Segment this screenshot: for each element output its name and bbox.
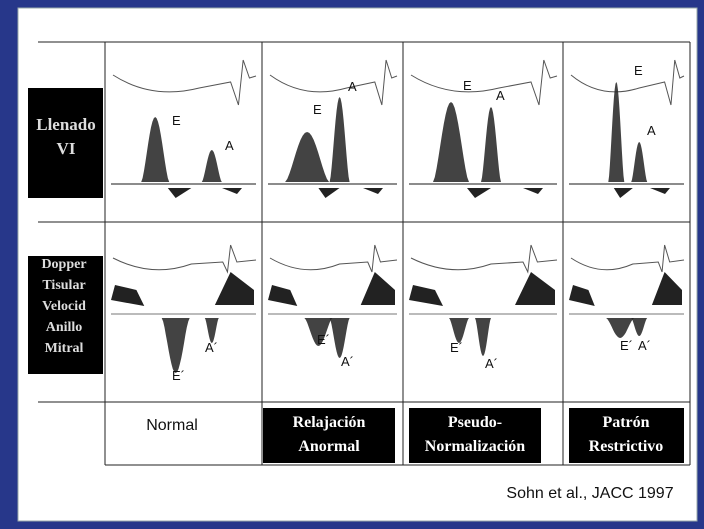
wave-label: E [634,63,643,78]
wave-label: E [463,78,472,93]
wave-label: A [225,138,234,153]
wave-label: A [496,88,505,103]
slide: Sohn et al., JACC 1997 E A E´ A´ E A E´ A´ E A E´ A… [0,0,704,529]
row-label: Llenado [36,115,96,134]
column-label: Pseudo- [448,414,502,431]
wave-label: E´ [317,332,330,347]
column-label: Restrictivo [589,438,664,455]
wave-label: A [647,123,656,138]
column-label: Normal [146,417,198,434]
wave-label: E [313,102,322,117]
wave-label: A [348,79,357,94]
row-label: Anillo [46,320,83,335]
row-label: Velocid [42,299,86,314]
wave-label: A´ [205,340,218,355]
wave-label: A´ [485,356,498,371]
column-label: Patrón [602,414,649,431]
column-label: Relajación [293,414,366,431]
row-label: Dopper [41,257,86,272]
column-label: Normalización [425,438,526,455]
wave-label: A´ [638,338,651,353]
row-label: Mitral [45,341,84,356]
row-label: Tisular [42,278,85,293]
wave-label: E [172,113,181,128]
citation: Sohn et al., JACC 1997 [506,485,673,502]
wave-label: E´ [620,338,633,353]
row-label-box [28,256,103,374]
row-label: VI [57,139,76,158]
wave-label: E´ [172,368,185,383]
wave-label: A´ [341,354,354,369]
wave-label: E´ [450,340,463,355]
column-label: Anormal [298,438,360,455]
